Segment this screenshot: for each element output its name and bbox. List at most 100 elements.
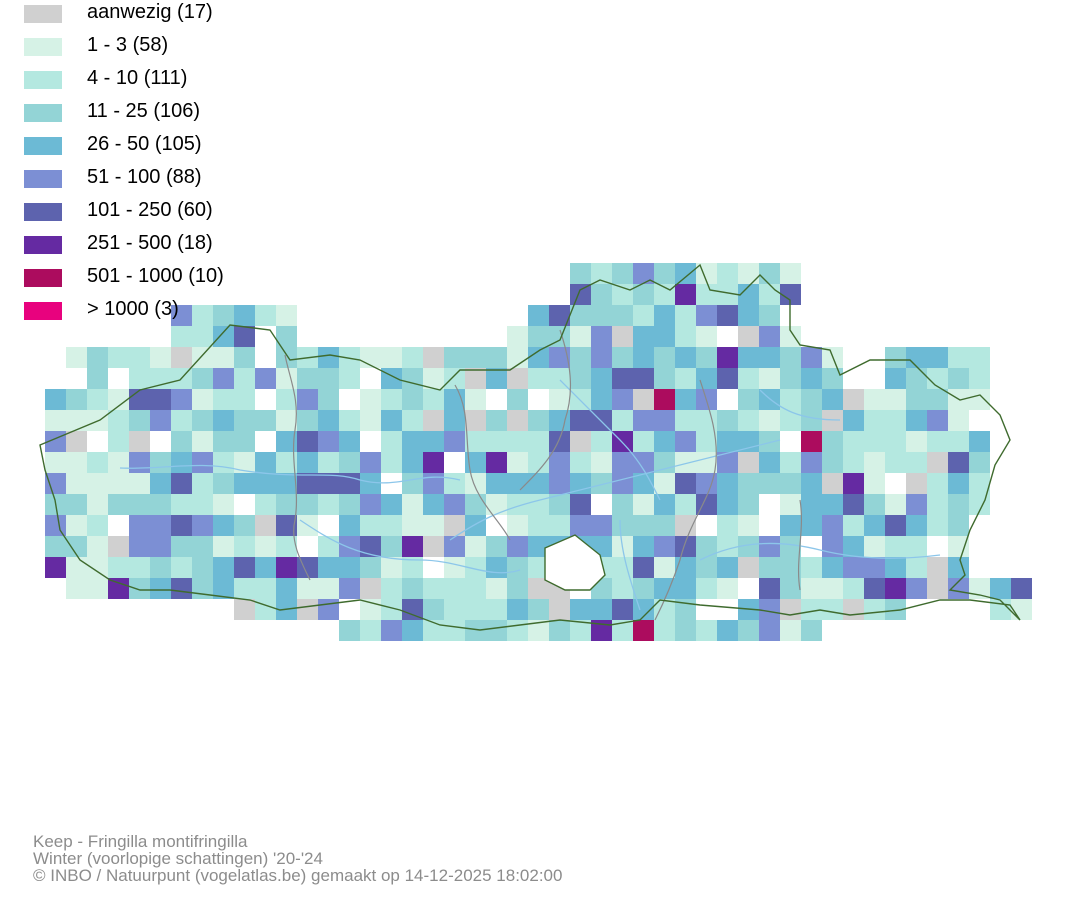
grid-cell (87, 452, 108, 473)
grid-cell (276, 431, 297, 452)
grid-cell (780, 452, 801, 473)
grid-cell (696, 410, 717, 431)
grid-cell (129, 410, 150, 431)
grid-cell (549, 494, 570, 515)
grid-cell (150, 494, 171, 515)
grid-cell (528, 305, 549, 326)
grid-cell (507, 494, 528, 515)
grid-cell (381, 557, 402, 578)
grid-cell (129, 578, 150, 599)
grid-cell (948, 557, 969, 578)
grid-cell (717, 431, 738, 452)
grid-cell (843, 578, 864, 599)
grid-cell (528, 368, 549, 389)
grid-cell (801, 578, 822, 599)
grid-cell (381, 599, 402, 620)
grid-cell (276, 557, 297, 578)
grid-cell (66, 515, 87, 536)
grid-cell (717, 515, 738, 536)
grid-cell (192, 368, 213, 389)
grid-cell (969, 473, 990, 494)
grid-cell (612, 347, 633, 368)
grid-cell (360, 578, 381, 599)
grid-cell (486, 620, 507, 641)
grid-cell (528, 620, 549, 641)
grid-cell (780, 326, 801, 347)
grid-cell (717, 578, 738, 599)
legend-swatch (24, 137, 62, 155)
grid-cell (759, 431, 780, 452)
grid-cell (591, 452, 612, 473)
grid-cell (738, 620, 759, 641)
grid-cell (612, 473, 633, 494)
grid-cell (696, 452, 717, 473)
grid-cell (843, 494, 864, 515)
grid-cell (108, 431, 129, 452)
grid-cell (843, 536, 864, 557)
grid-cell (948, 431, 969, 452)
grid-cell (318, 557, 339, 578)
grid-cell (87, 368, 108, 389)
grid-cell (234, 557, 255, 578)
grid-cell (45, 389, 66, 410)
district-border (654, 379, 717, 621)
grid-cell (528, 536, 549, 557)
grid-cell (717, 494, 738, 515)
grid-cell (465, 410, 486, 431)
grid-cell (591, 515, 612, 536)
grid-cell (318, 368, 339, 389)
grid-cell (87, 557, 108, 578)
grid-cell (906, 578, 927, 599)
grid-cell (759, 284, 780, 305)
grid-cell (192, 452, 213, 473)
grid-cell (927, 515, 948, 536)
grid-cell (738, 536, 759, 557)
grid-cell (591, 263, 612, 284)
legend-label: 11 - 25 (106) (87, 100, 201, 122)
grid-cell (969, 368, 990, 389)
grid-cell (612, 620, 633, 641)
grid-cell (129, 452, 150, 473)
grid-cell (927, 452, 948, 473)
grid-cell (276, 347, 297, 368)
grid-cell (780, 515, 801, 536)
grid-cell (423, 431, 444, 452)
grid-cell (633, 410, 654, 431)
grid-cell (402, 620, 423, 641)
grid-cell (66, 347, 87, 368)
grid-cell (45, 515, 66, 536)
grid-cell (381, 389, 402, 410)
grid-cell (696, 431, 717, 452)
grid-cell (591, 347, 612, 368)
grid-cell (759, 578, 780, 599)
grid-cell (696, 557, 717, 578)
grid-cell (528, 515, 549, 536)
grid-cell (402, 494, 423, 515)
grid-cell (1011, 599, 1032, 620)
legend-label: 251 - 500 (18) (87, 232, 213, 254)
grid-cell (381, 452, 402, 473)
grid-cell (234, 536, 255, 557)
grid-cell (633, 536, 654, 557)
grid-cell (66, 473, 87, 494)
grid-cell (129, 347, 150, 368)
grid-cell (780, 389, 801, 410)
grid-cell (402, 515, 423, 536)
legend-swatch (24, 170, 62, 188)
grid-cell (717, 284, 738, 305)
grid-cell (234, 305, 255, 326)
grid-cell (696, 620, 717, 641)
grid-cell (759, 410, 780, 431)
grid-cell (444, 578, 465, 599)
grid-cell (885, 515, 906, 536)
grid-cell (612, 452, 633, 473)
grid-cell (255, 305, 276, 326)
grid-cell (423, 599, 444, 620)
grid-cell (45, 536, 66, 557)
grid-cell (108, 578, 129, 599)
grid-cell (423, 494, 444, 515)
grid-cell (906, 515, 927, 536)
grid-cell (549, 431, 570, 452)
grid-cell (738, 557, 759, 578)
district-border (454, 384, 511, 541)
